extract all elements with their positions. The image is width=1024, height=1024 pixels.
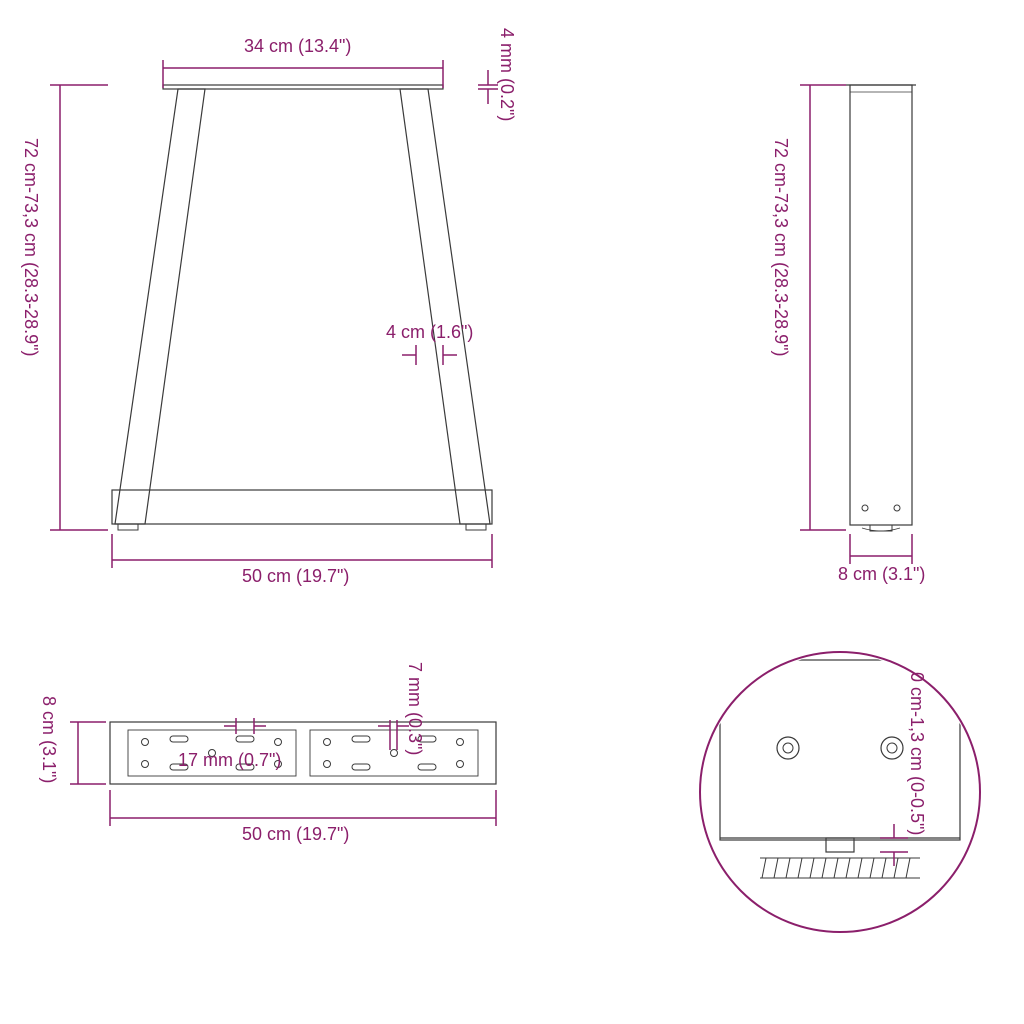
dim-side-height: 72 cm-73,3 cm (28.3-28.9") <box>770 138 791 356</box>
dim-top-depth: 8 cm (3.1") <box>38 696 59 783</box>
detail-view <box>700 652 980 932</box>
dim-front-height: 72 cm-73,3 cm (28.3-28.9") <box>20 138 41 356</box>
dim-top-width: 50 cm (19.7") <box>242 824 349 845</box>
dim-plate-thickness: 4 mm (0.2") <box>496 28 517 121</box>
dim-leg-thickness: 4 cm (1.6") <box>386 322 473 343</box>
dim-front-bottom-width: 50 cm (19.7") <box>242 566 349 587</box>
top-view <box>70 718 496 826</box>
front-view <box>50 60 498 568</box>
dim-slot-width: 17 mm (0.7") <box>178 750 281 771</box>
side-view <box>800 85 916 564</box>
dim-foot-adjust: 0 cm-1,3 cm (0-0.5") <box>906 672 927 835</box>
technical-drawing <box>0 0 1024 1024</box>
dim-hole-diameter: 7 mm (0.3") <box>404 662 425 755</box>
dim-side-depth: 8 cm (3.1") <box>838 564 925 585</box>
dim-front-top-width: 34 cm (13.4") <box>244 36 351 57</box>
